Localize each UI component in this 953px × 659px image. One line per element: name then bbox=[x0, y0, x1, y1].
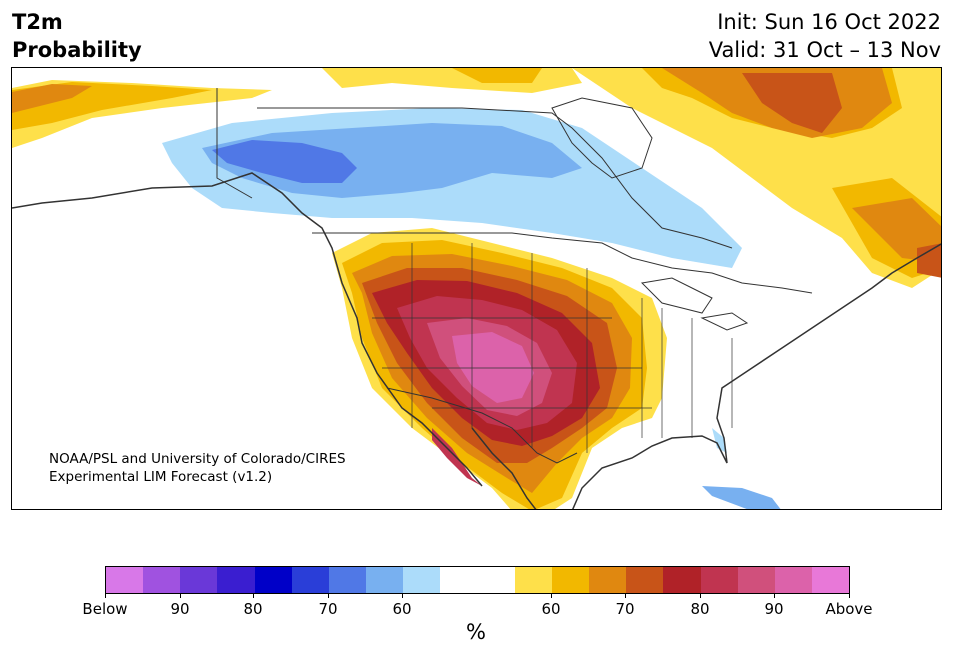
newfoundland-warm-80 bbox=[917, 243, 941, 278]
colorbar-tick-label: 60 bbox=[541, 600, 561, 618]
credit-line-2: Experimental LIM Forecast (v1.2) bbox=[49, 469, 273, 485]
colorbar-tick-label: 70 bbox=[615, 600, 635, 618]
ne-canada-warm-80 bbox=[742, 73, 842, 133]
colorbar-tick-label: Above bbox=[825, 600, 873, 618]
colorbar bbox=[105, 566, 850, 594]
colorbar-segment bbox=[254, 567, 292, 593]
colorbar-segment bbox=[328, 567, 367, 593]
colorbar-tick-mark bbox=[253, 594, 254, 598]
colorbar-tick-label: 80 bbox=[690, 600, 710, 618]
cuba-cold-tint bbox=[702, 486, 781, 509]
probability-map bbox=[12, 68, 941, 509]
alaska-border bbox=[216, 88, 253, 199]
us-canada-border bbox=[312, 232, 813, 294]
alaska-warm-75 bbox=[12, 84, 92, 113]
colorbar-tick-label: 90 bbox=[170, 600, 190, 618]
colorbar-segment bbox=[737, 567, 775, 593]
colorbar-tick-label: 60 bbox=[392, 600, 412, 618]
arctic-warm-70 bbox=[452, 68, 542, 83]
credit-line-1: NOAA/PSL and University of Colorado/CIRE… bbox=[49, 451, 346, 467]
colorbar-segment bbox=[180, 567, 218, 593]
colorbar-segment bbox=[403, 567, 441, 593]
colorbar-tick-mark bbox=[849, 594, 850, 598]
colorbar-tick-mark bbox=[180, 594, 181, 598]
colorbar-segment bbox=[477, 567, 515, 593]
colorbar-segment bbox=[440, 567, 478, 593]
warm-above-region bbox=[452, 332, 534, 403]
map-panel bbox=[11, 67, 942, 510]
canada-border bbox=[257, 107, 733, 249]
valid-range: Valid: 31 Oct – 13 Nov bbox=[708, 38, 941, 62]
chart-title: T2m Probability bbox=[12, 8, 142, 64]
cold-80-region bbox=[212, 140, 357, 183]
colorbar-segment bbox=[106, 567, 144, 593]
colorbar-segment bbox=[811, 567, 850, 593]
colorbar-tick-label: 70 bbox=[318, 600, 338, 618]
colorbar-segment bbox=[774, 567, 812, 593]
title-line-1: T2m bbox=[12, 10, 63, 34]
colorbar-segment bbox=[663, 567, 701, 593]
colorbar-segment bbox=[626, 567, 664, 593]
colorbar-segment bbox=[514, 567, 552, 593]
colorbar-tick-label: 90 bbox=[764, 600, 784, 618]
colorbar-segment bbox=[700, 567, 738, 593]
colorbar-tick-mark bbox=[625, 594, 626, 598]
colorbar-tick-mark bbox=[402, 594, 403, 598]
great-lakes bbox=[640, 277, 749, 331]
colorbar-tick-mark bbox=[551, 594, 552, 598]
hudson-bay bbox=[551, 97, 653, 179]
colorbar-segment bbox=[291, 567, 329, 593]
colorbar-tick-mark bbox=[105, 594, 106, 598]
colorbar-tick-label: 80 bbox=[243, 600, 263, 618]
colorbar-segment bbox=[143, 567, 181, 593]
colorbar-segment bbox=[589, 567, 627, 593]
colorbar-tick-mark bbox=[328, 594, 329, 598]
state-lines bbox=[372, 243, 733, 453]
arctic-warm-60 bbox=[322, 68, 582, 93]
colorbar-segment bbox=[366, 567, 404, 593]
colorbar-unit: % bbox=[466, 620, 486, 644]
coastline bbox=[12, 172, 941, 509]
colorbar-segment bbox=[551, 567, 590, 593]
florida-cold-tint bbox=[712, 428, 727, 453]
init-date: Init: Sun 16 Oct 2022 bbox=[717, 10, 941, 34]
colorbar-segment bbox=[217, 567, 255, 593]
title-line-2: Probability bbox=[12, 38, 142, 62]
us-mexico-border bbox=[386, 387, 578, 464]
labrador-warm-75 bbox=[852, 198, 941, 263]
colorbar-tick-label: Below bbox=[82, 600, 128, 618]
colorbar-tick-mark bbox=[774, 594, 775, 598]
validity-info: Init: Sun 16 Oct 2022 Valid: 31 Oct – 13… bbox=[709, 8, 941, 64]
credit-text: NOAA/PSL and University of Colorado/CIRE… bbox=[49, 450, 346, 486]
colorbar-tick-mark bbox=[700, 594, 701, 598]
